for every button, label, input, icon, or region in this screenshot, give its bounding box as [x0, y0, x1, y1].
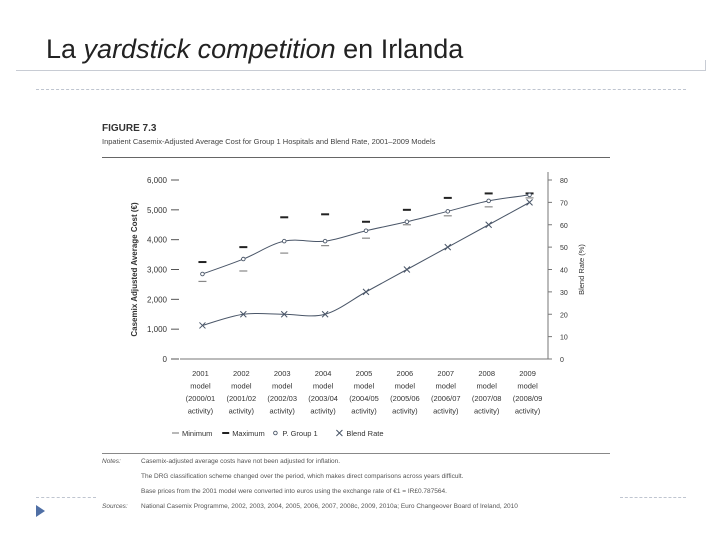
slide-title: La yardstick competition en Irlanda [46, 34, 464, 64]
figure-subtitle: Inpatient Casemix-Adjusted Average Cost … [102, 137, 436, 146]
dashed-divider-bottom-left [36, 497, 96, 498]
y-right-tick-label: 10 [560, 335, 568, 342]
group1-marker [404, 219, 410, 225]
y-right-tick-label: 60 [560, 223, 568, 230]
y-right-tick-label: 50 [560, 245, 568, 252]
figure-rule [102, 157, 610, 158]
y-tick-label: 6,000 [147, 176, 168, 185]
note-line-2: The DRG classification scheme changed ov… [141, 473, 464, 480]
bullet-arrow-icon [36, 505, 45, 517]
y-tick-label: 5,000 [147, 206, 168, 215]
y-tick-label: 2,000 [147, 295, 168, 304]
x-tick-label: model [354, 382, 375, 391]
x-tick-label: 2003 [274, 369, 291, 378]
dashed-divider-bottom-right [620, 497, 686, 498]
x-tick-label: model [476, 382, 497, 391]
x-tick-label: model [272, 382, 293, 391]
x-tick-label: (2003/04 [308, 394, 338, 403]
blend-rate-marker [526, 199, 533, 206]
x-tick-label: 2001 [192, 369, 209, 378]
group1-marker [241, 256, 246, 262]
x-tick-label: model [313, 382, 334, 391]
x-tick-label: (2006/07 [431, 394, 461, 403]
blend-rate-marker [199, 322, 206, 329]
x-tick-label: (2007/08 [472, 394, 502, 403]
title-rule [16, 70, 706, 71]
x-tick-label: 2009 [519, 369, 536, 378]
x-tick-label: activity) [351, 407, 377, 416]
legend-blend-swatch [336, 429, 343, 437]
source-line: National Casemix Programme, 2002, 2003, … [141, 503, 518, 510]
blend-rate-marker [403, 266, 411, 273]
group1-marker [445, 209, 451, 214]
x-tick-label: 2007 [437, 369, 454, 378]
x-tick-label: 2002 [233, 369, 250, 378]
legend-group1-swatch [273, 430, 278, 436]
group1-marker [527, 192, 532, 198]
x-tick-label: model [436, 382, 457, 391]
x-tick-label: activity) [474, 407, 500, 416]
x-tick-label: 2004 [315, 369, 332, 378]
x-tick-label: activity) [229, 407, 255, 416]
group1-marker [486, 198, 491, 204]
y-right-tick-label: 80 [560, 178, 568, 185]
blend-rate-marker [362, 288, 370, 296]
figure-label: FIGURE 7.3 [102, 123, 157, 134]
group1-marker [281, 238, 287, 244]
x-tick-label: (2005/06 [390, 394, 420, 403]
note-line-3: Base prices from the 2001 model were con… [141, 488, 447, 495]
legend-label: Blend Rate [346, 429, 383, 438]
y-right-tick-label: 40 [560, 268, 568, 275]
x-tick-label: model [231, 382, 252, 391]
x-tick-label: activity) [270, 407, 296, 416]
x-tick-label: (2000/01 [186, 394, 216, 403]
notes-label: Notes: [102, 458, 121, 465]
x-tick-label: model [517, 382, 538, 391]
blend-rate-marker [444, 243, 452, 251]
notes-rule [102, 453, 610, 454]
x-tick-label: 2006 [397, 369, 414, 378]
blend-rate-marker [485, 221, 493, 229]
x-tick-label: 2005 [356, 369, 373, 378]
legend-label: P. Group 1 [282, 429, 317, 438]
group1-marker [363, 228, 369, 233]
group1-marker [200, 271, 205, 277]
y-tick-label: 3,000 [147, 266, 168, 275]
x-tick-label: activity) [515, 407, 541, 416]
x-tick-label: activity) [188, 407, 214, 416]
legend-label: Minimum [182, 429, 212, 438]
x-tick-label: (2001/02 [227, 394, 257, 403]
sources-label: Sources: [102, 503, 128, 510]
x-tick-label: (2004/05 [349, 394, 379, 403]
note-line-1: Casemix-adjusted average costs have not … [141, 458, 341, 465]
group1-marker [322, 238, 328, 244]
x-tick-label: (2002/03 [267, 394, 297, 403]
y-tick-label: 0 [163, 355, 168, 364]
y-right-tick-label: 0 [560, 357, 564, 364]
x-tick-label: 2008 [478, 369, 495, 378]
y-tick-label: 1,000 [147, 325, 168, 334]
y-tick-label: 4,000 [147, 236, 168, 245]
y-right-tick-label: 70 [560, 200, 568, 207]
x-tick-label: model [190, 382, 211, 391]
title-rule-end [705, 60, 706, 71]
x-tick-label: model [395, 382, 416, 391]
y-axis-title: Casemix Adjusted Average Cost (€) [130, 202, 139, 337]
legend-label: Maximum [232, 429, 265, 438]
x-tick-label: (2008/09 [513, 394, 543, 403]
y-right-tick-label: 20 [560, 312, 568, 319]
y-right-axis-title: Blend Rate (%) [577, 244, 586, 295]
series-line-circle [202, 194, 530, 275]
blend-rate-marker [321, 310, 329, 318]
dashed-divider-top [36, 89, 686, 90]
x-tick-label: activity) [392, 407, 418, 416]
y-right-tick-label: 30 [560, 290, 568, 297]
x-tick-label: activity) [310, 407, 336, 416]
x-tick-label: activity) [433, 407, 459, 416]
blend-rate-marker [280, 310, 288, 318]
blend-rate-marker [239, 310, 247, 318]
